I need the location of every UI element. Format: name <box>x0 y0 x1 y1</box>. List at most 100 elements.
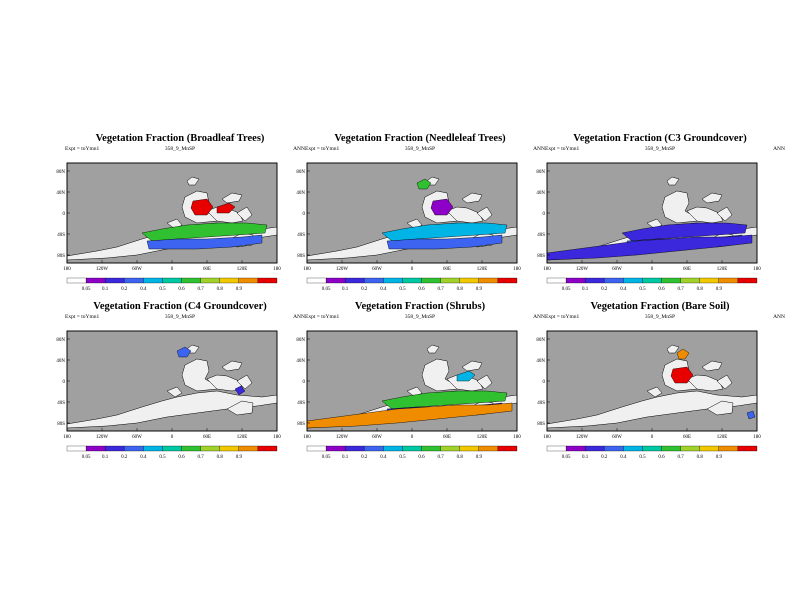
colorbar-swatch <box>383 277 403 284</box>
colorbar-tick-label: 0.5 <box>159 455 166 460</box>
colorbar-tick-label: 0.9 <box>236 287 243 292</box>
colorbar-swatch <box>181 445 201 452</box>
y-tick-label: 40N <box>56 359 65 364</box>
colorbar-swatch <box>345 445 365 452</box>
colorbar-swatch <box>623 277 643 284</box>
x-tick-label: 180 <box>543 267 551 271</box>
y-tick-label: 40S <box>537 233 545 238</box>
y-tick-label: 80N <box>296 170 305 175</box>
colorbar-tick-label: 0.7 <box>438 455 445 460</box>
colorbar-tick-label: 0.2 <box>121 455 128 460</box>
colorbar-tick-label: 0.05 <box>82 287 91 292</box>
y-tick-label: 40S <box>297 401 305 406</box>
ocean-region <box>186 176 200 186</box>
colorbar-swatch <box>459 277 479 284</box>
colorbar-swatch <box>345 277 365 284</box>
x-tick-label: 60W <box>132 435 142 439</box>
x-tick-label: 60E <box>203 435 211 439</box>
colorbar-swatch <box>565 277 586 284</box>
experiment-label: Expt = toYmn1 <box>305 314 340 320</box>
colorbar-tick-label: 0.05 <box>322 287 331 292</box>
season-label: ANN <box>533 314 545 320</box>
map-plot: 80N 40N 0 40S 80S 180 120W 60W 0 60E 120E 180 <box>56 330 281 439</box>
colorbar-swatch <box>325 445 346 452</box>
colorbar-tick-label: 0.1 <box>582 455 589 460</box>
colorbar-swatch <box>604 277 624 284</box>
colorbar-swatch <box>421 445 441 452</box>
colorbar-swatch <box>661 277 681 284</box>
colorbar-tick-label: 0.6 <box>418 287 425 292</box>
colorbar-swatch <box>105 445 125 452</box>
y-tick-label: 40N <box>536 359 545 364</box>
colorbar-swatch <box>699 445 719 452</box>
colorbar-tick-label: 0.2 <box>601 455 608 460</box>
experiment-label: Expt = toYmn1 <box>305 146 340 152</box>
colorbar-swatch <box>585 445 605 452</box>
colorbar-swatch <box>200 445 220 452</box>
x-tick-label: 60E <box>683 267 691 271</box>
ocean-region <box>461 360 483 372</box>
colorbar-swatch <box>699 277 719 284</box>
colorbar-swatch <box>585 277 605 284</box>
colorbar-swatch <box>604 445 624 452</box>
colorbar: 0.05 0.1 0.2 0.4 0.5 0.6 0.7 0.8 0.9 <box>306 445 518 460</box>
colorbar-tick-label: 0.6 <box>178 455 185 460</box>
panel-title: Vegetation Fraction (Bare Soil) <box>590 301 730 312</box>
x-tick-label: 60W <box>372 267 382 271</box>
colorbar-tick-label: 0.1 <box>582 287 589 292</box>
y-tick-label: 0 <box>63 212 66 217</box>
colorbar-swatch <box>718 445 739 452</box>
colorbar-swatch <box>718 277 739 284</box>
colorbar-swatch <box>478 445 499 452</box>
x-tick-label: 120E <box>717 435 728 439</box>
y-tick-label: 0 <box>303 212 306 217</box>
y-tick-label: 40N <box>536 191 545 196</box>
x-tick-label: 180 <box>513 267 521 271</box>
x-tick-label: 120E <box>237 267 248 271</box>
x-tick-label: 120W <box>96 267 109 271</box>
ocean-region <box>226 400 254 416</box>
y-tick-label: 40N <box>296 359 305 364</box>
region-north-africa <box>670 366 694 384</box>
x-tick-label: 120E <box>477 267 488 271</box>
colorbar-tick-label: 0.7 <box>678 455 685 460</box>
colorbar-tick-label: 0.8 <box>457 455 464 460</box>
colorbar-swatch <box>66 277 87 284</box>
colorbar-swatch <box>546 445 567 452</box>
x-tick-label: 120W <box>336 435 349 439</box>
colorbar-tick-label: 0.9 <box>476 287 483 292</box>
x-tick-label: 120W <box>576 267 589 271</box>
x-tick-label: 60W <box>132 267 142 271</box>
colorbar-tick-label: 0.1 <box>102 287 109 292</box>
colorbar-swatch <box>680 277 700 284</box>
ocean-region <box>666 176 680 186</box>
y-tick-label: 40N <box>56 191 65 196</box>
x-tick-label: 60E <box>443 435 451 439</box>
colorbar: 0.05 0.1 0.2 0.4 0.5 0.6 0.7 0.8 0.9 <box>306 277 518 292</box>
x-tick-label: 120W <box>576 435 589 439</box>
colorbar-tick-label: 0.8 <box>457 287 464 292</box>
colorbar-swatch <box>565 445 586 452</box>
colorbar-tick-label: 0.8 <box>697 287 704 292</box>
y-tick-label: 80N <box>536 338 545 343</box>
x-tick-label: 180 <box>513 435 521 439</box>
region-arabia <box>676 348 690 360</box>
region-north-africa <box>430 198 454 216</box>
colorbar-swatch <box>459 445 479 452</box>
colorbar-swatch <box>238 445 259 452</box>
x-tick-label: 120W <box>96 435 109 439</box>
colorbar-swatch <box>737 445 758 452</box>
panel-title: Vegetation Fraction (Broadleaf Trees) <box>95 133 265 144</box>
colorbar-tick-label: 0.1 <box>102 455 109 460</box>
colorbar-tick-label: 0.6 <box>418 455 425 460</box>
y-tick-label: 80N <box>56 338 65 343</box>
region-south-asia <box>456 370 476 382</box>
colorbar-tick-label: 0.2 <box>601 287 608 292</box>
y-tick-label: 40S <box>57 233 65 238</box>
colorbar-swatch <box>66 445 87 452</box>
colorbar-swatch <box>642 277 662 284</box>
experiment-label: Expt = toYmn1 <box>65 146 100 152</box>
colorbar-tick-label: 0.8 <box>217 287 224 292</box>
y-tick-label: 80N <box>536 170 545 175</box>
colorbar-tick-label: 0.1 <box>342 287 349 292</box>
